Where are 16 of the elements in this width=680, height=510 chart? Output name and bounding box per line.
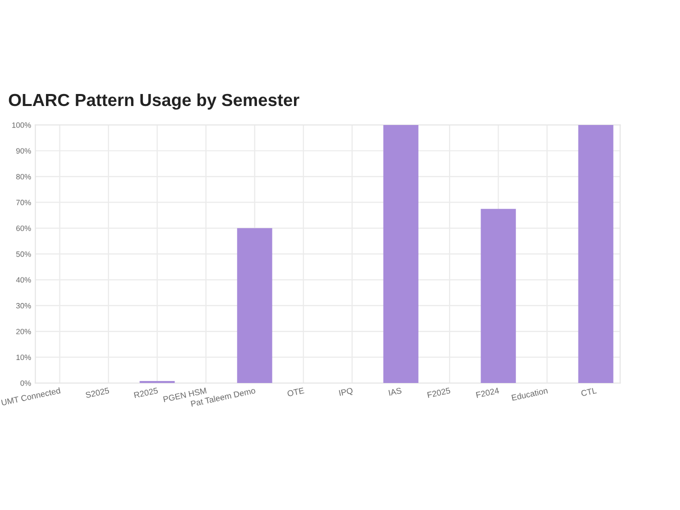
bar [237, 228, 272, 384]
x-tick-label: IAS [388, 387, 402, 396]
bar [383, 124, 418, 384]
bar [140, 380, 175, 384]
x-tick-label: R2025 [134, 387, 158, 398]
x-tick-label: CTL [580, 387, 597, 396]
x-tick-label: S2025 [85, 387, 110, 398]
chart-title: OLARC Pattern Usage by Semester [8, 93, 300, 110]
x-tick-label: Education [511, 387, 548, 401]
x-tick-label: IPQ [338, 387, 354, 398]
x-tick-label: F2025 [427, 387, 451, 398]
bar [480, 208, 516, 384]
x-tick-label: UMT Connected [1, 387, 60, 406]
x-tick-label: F2024 [476, 387, 500, 398]
bar [578, 124, 614, 384]
x-tick-label: OTE [287, 387, 304, 397]
